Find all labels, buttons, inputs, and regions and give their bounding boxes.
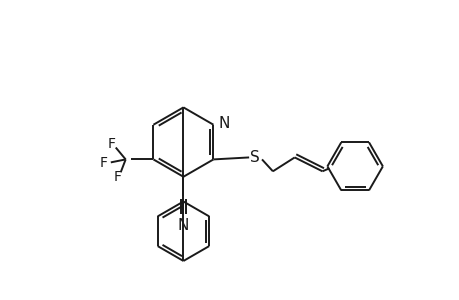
Text: F: F xyxy=(100,156,107,170)
Text: N: N xyxy=(218,116,230,131)
Text: S: S xyxy=(250,150,259,165)
Text: F: F xyxy=(107,136,116,151)
Text: F: F xyxy=(113,170,122,184)
Text: N: N xyxy=(177,218,189,233)
